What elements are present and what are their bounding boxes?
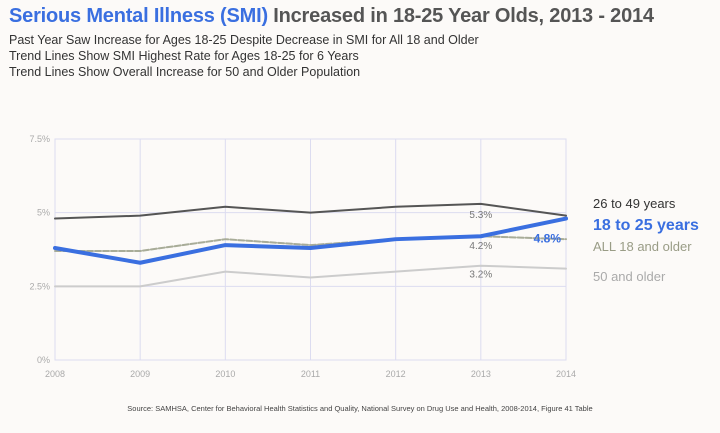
x-tick-label: 2014 <box>556 369 576 379</box>
data-label: 4.8% <box>534 232 562 246</box>
series-label: ALL 18 and older <box>593 239 692 254</box>
series-line <box>53 216 568 265</box>
x-tick-label: 2013 <box>471 369 491 379</box>
x-tick-label: 2008 <box>45 369 65 379</box>
x-tick-label: 2012 <box>386 369 406 379</box>
data-label: 5.3% <box>469 210 492 221</box>
series-line <box>54 202 567 220</box>
series-label: 26 to 49 years <box>593 196 676 211</box>
data-label: 3.2% <box>469 270 492 281</box>
subtitle-line: Past Year Saw Increase for Ages 18-25 De… <box>9 33 479 47</box>
chart-title-rest: Increased in 18-25 Year Olds, 2013 - 201… <box>267 5 654 27</box>
series-line <box>54 264 567 288</box>
series-label: 50 and older <box>593 269 666 284</box>
data-label: 4.2% <box>469 241 492 252</box>
y-tick-label: 7.5% <box>29 134 50 144</box>
source-note: Source: SAMHSA, Center for Behavioral He… <box>127 404 593 413</box>
y-tick-label: 0% <box>37 355 50 365</box>
chart-subtitles: Past Year Saw Increase for Ages 18-25 De… <box>9 32 479 80</box>
y-tick-label: 2.5% <box>29 281 50 291</box>
subtitle-line: Trend Lines Show SMI Highest Rate for Ag… <box>9 49 359 63</box>
x-tick-label: 2009 <box>130 369 150 379</box>
chart-title-highlight: Serious Mental Illness (SMI) <box>9 5 268 27</box>
x-tick-label: 2011 <box>301 369 320 379</box>
x-tick-label: 2010 <box>215 369 235 379</box>
subtitle-line: Trend Lines Show Overall Increase for 50… <box>9 65 361 79</box>
series-label: 18 to 25 years <box>593 217 699 234</box>
chart-title: Serious Mental Illness (SMI) Increased i… <box>9 5 654 28</box>
y-tick-label: 5% <box>37 208 50 218</box>
